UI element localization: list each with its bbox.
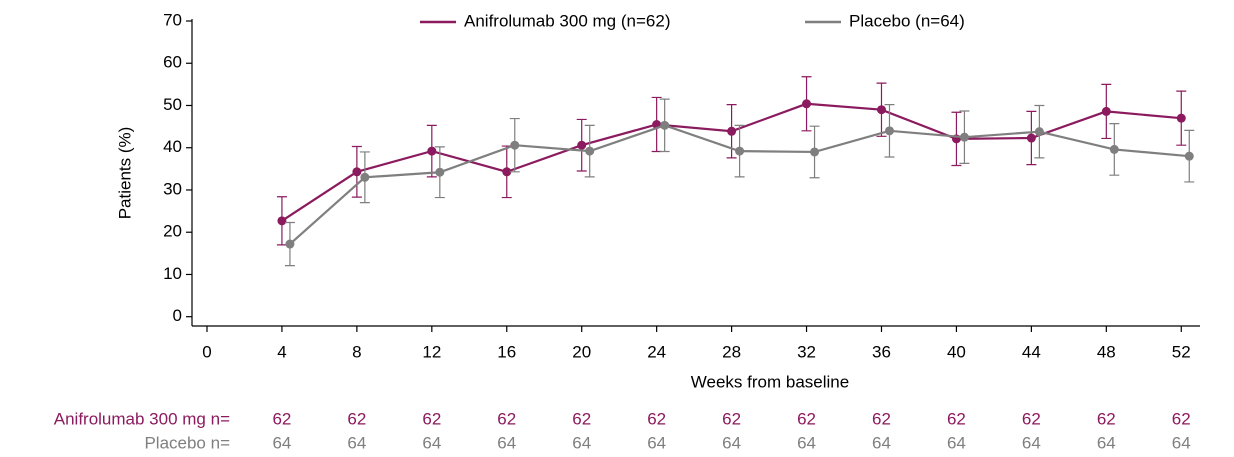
point (1034, 127, 1044, 137)
risk-count: 62 (797, 409, 816, 428)
x-tick-label: 28 (722, 342, 741, 361)
x-tick-label: 44 (1022, 342, 1041, 361)
risk-count: 64 (1097, 433, 1116, 452)
y-axis-label: Patients (%) (115, 127, 134, 220)
risk-count: 62 (1022, 409, 1041, 428)
risk-count: 64 (347, 433, 366, 452)
point (1184, 151, 1194, 161)
point (1101, 106, 1111, 116)
x-axis-label: Weeks from baseline (691, 372, 849, 391)
risk-count: 64 (272, 433, 291, 452)
point (959, 132, 969, 142)
point (1026, 133, 1036, 143)
point (876, 105, 886, 115)
x-tick-label: 4 (277, 342, 286, 361)
legend-label: Placebo (n=64) (849, 11, 965, 30)
y-tick-label: 0 (173, 306, 182, 325)
risk-count: 64 (947, 433, 966, 452)
point (810, 147, 820, 157)
risk-count: 62 (422, 409, 441, 428)
risk-count: 62 (872, 409, 891, 428)
risk-row-label: Placebo n= (144, 433, 230, 452)
risk-count: 62 (497, 409, 516, 428)
risk-count: 64 (497, 433, 516, 452)
point (1176, 113, 1186, 123)
risk-count: 62 (347, 409, 366, 428)
y-tick-label: 70 (163, 10, 182, 29)
x-tick-label: 24 (647, 342, 666, 361)
point (285, 239, 295, 249)
point (360, 172, 370, 182)
risk-count: 62 (947, 409, 966, 428)
point (735, 146, 745, 156)
risk-count: 64 (797, 433, 816, 452)
point (727, 126, 737, 136)
x-tick-label: 52 (1172, 342, 1191, 361)
point (884, 126, 894, 136)
x-tick-label: 0 (202, 342, 211, 361)
point (352, 167, 362, 177)
risk-count: 64 (572, 433, 591, 452)
x-tick-label: 20 (572, 342, 591, 361)
point (277, 216, 287, 226)
risk-count: 62 (1172, 409, 1191, 428)
x-tick-label: 16 (497, 342, 516, 361)
risk-count: 62 (722, 409, 741, 428)
point (1109, 144, 1119, 154)
point (802, 99, 812, 109)
point (435, 167, 445, 177)
risk-count: 64 (422, 433, 441, 452)
point (660, 120, 670, 130)
risk-row-label: Anifrolumab 300 mg n= (54, 409, 230, 428)
y-tick-label: 60 (163, 53, 182, 72)
x-tick-label: 8 (352, 342, 361, 361)
x-tick-label: 36 (872, 342, 891, 361)
y-tick-label: 10 (163, 264, 182, 283)
risk-count: 64 (647, 433, 666, 452)
x-tick-label: 32 (797, 342, 816, 361)
y-tick-label: 40 (163, 137, 182, 156)
x-tick-label: 48 (1097, 342, 1116, 361)
risk-count: 62 (1097, 409, 1116, 428)
point (510, 140, 520, 150)
y-tick-label: 20 (163, 222, 182, 241)
point (585, 146, 595, 156)
risk-count: 64 (1172, 433, 1191, 452)
point (502, 167, 512, 177)
x-tick-label: 12 (422, 342, 441, 361)
risk-count: 62 (572, 409, 591, 428)
risk-count: 64 (872, 433, 891, 452)
point (427, 146, 437, 156)
risk-count: 62 (647, 409, 666, 428)
risk-count: 64 (722, 433, 741, 452)
x-tick-label: 40 (947, 342, 966, 361)
y-tick-label: 50 (163, 95, 182, 114)
point (577, 140, 587, 150)
risk-count: 64 (1022, 433, 1041, 452)
risk-count: 62 (272, 409, 291, 428)
y-tick-label: 30 (163, 179, 182, 198)
legend-label: Anifrolumab 300 mg (n=62) (464, 11, 670, 30)
